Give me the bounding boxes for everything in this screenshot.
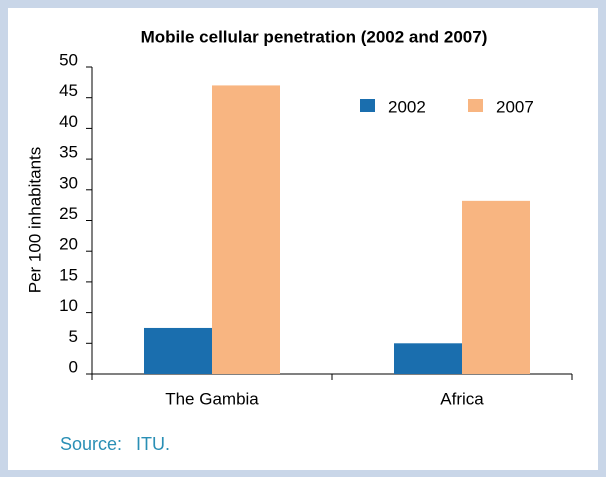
y-tick-label: 30 bbox=[59, 173, 78, 192]
legend-label: 2002 bbox=[388, 97, 426, 116]
y-tick-label: 35 bbox=[59, 143, 78, 162]
x-tick-label: Africa bbox=[440, 389, 484, 408]
y-tick-label: 10 bbox=[59, 296, 78, 315]
bar bbox=[144, 327, 212, 374]
y-tick-label: 40 bbox=[59, 112, 78, 131]
y-tick-label: 5 bbox=[69, 327, 78, 346]
y-tick-label: 25 bbox=[59, 204, 78, 223]
bar bbox=[212, 85, 280, 375]
bar bbox=[394, 343, 462, 374]
y-tick-label: 15 bbox=[59, 265, 78, 284]
x-tick-label: The Gambia bbox=[165, 389, 259, 408]
legend-swatch bbox=[360, 99, 375, 112]
bar bbox=[462, 200, 530, 374]
y-tick-label: 50 bbox=[59, 50, 78, 69]
chart-title: Mobile cellular penetration (2002 and 20… bbox=[141, 27, 488, 46]
source-label: Source: bbox=[60, 434, 122, 454]
legend-label: 2007 bbox=[496, 97, 534, 116]
y-tick-label: 20 bbox=[59, 235, 78, 254]
y-tick-label: 45 bbox=[59, 81, 78, 100]
source-text: ITU. bbox=[136, 434, 170, 454]
y-axis-label: Per 100 inhabitants bbox=[25, 147, 44, 294]
y-tick-label: 0 bbox=[69, 357, 78, 376]
legend-swatch bbox=[468, 99, 483, 112]
